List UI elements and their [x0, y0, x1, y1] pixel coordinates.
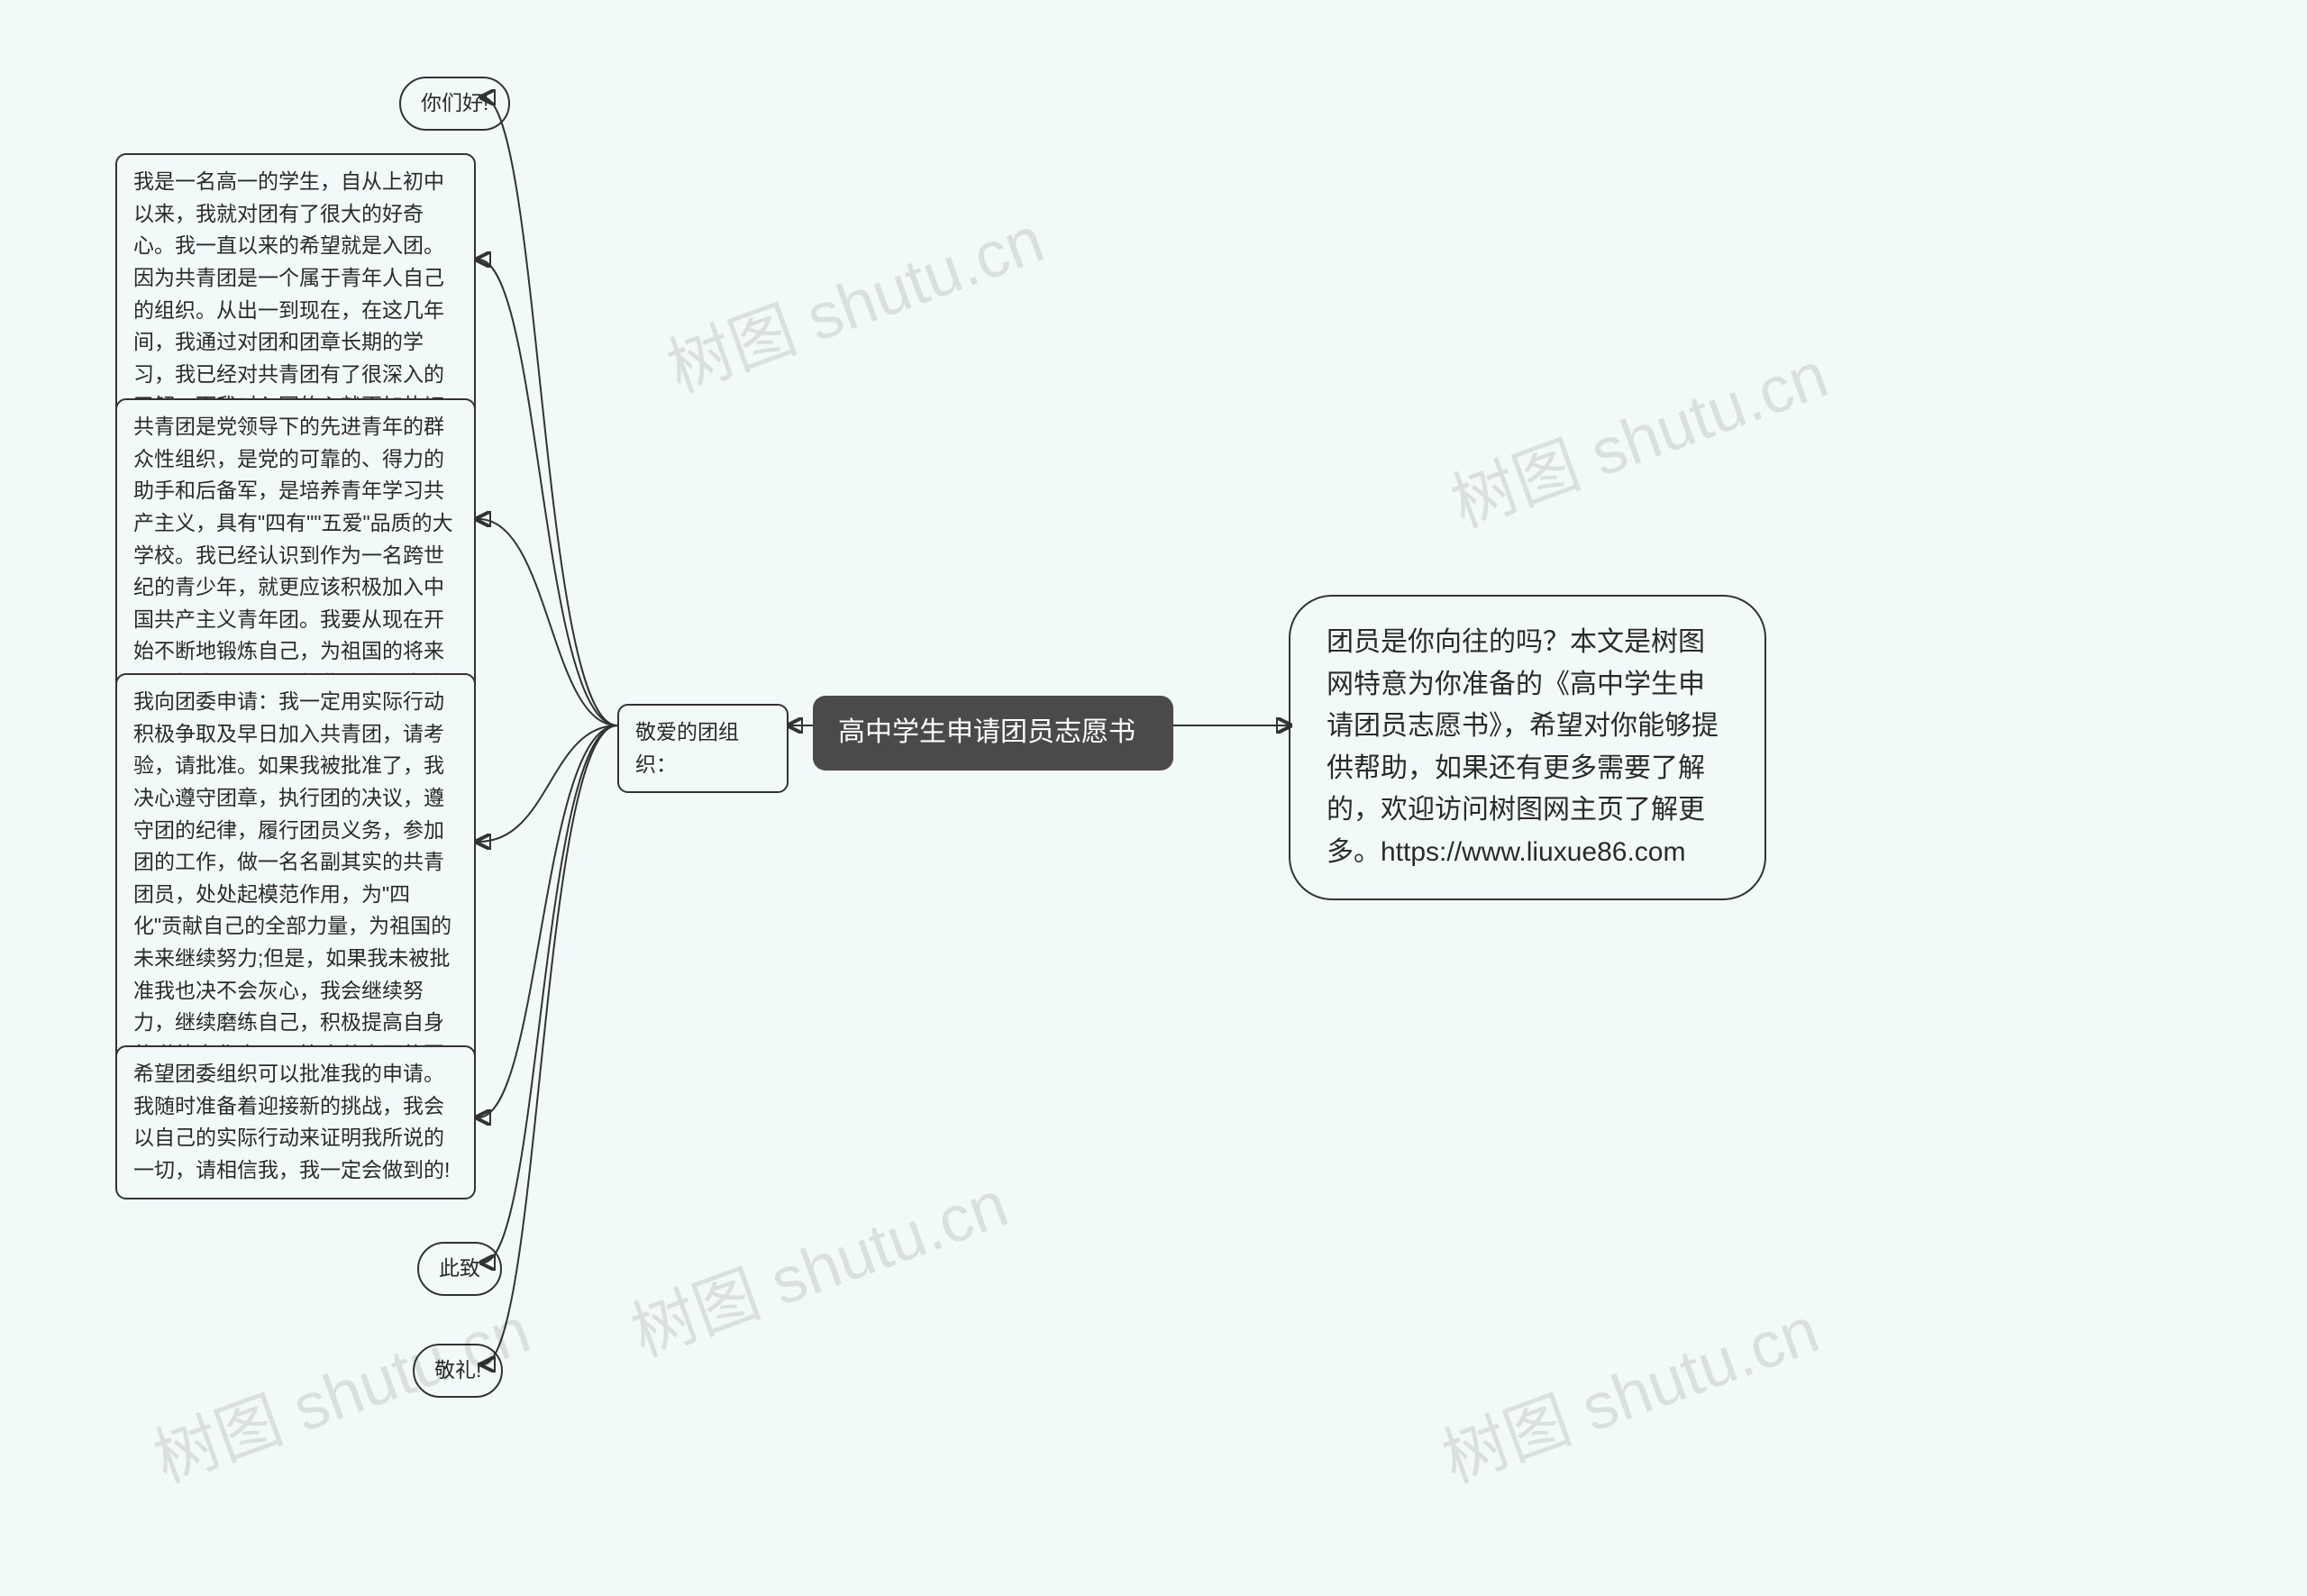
- left-child-text: 你们好!: [421, 91, 488, 114]
- mindmap-left-root-node: 敬爱的团组织：: [617, 704, 789, 793]
- watermark: 树图 shutu.cn: [652, 187, 1054, 410]
- mindmap-central-node: 高中学生申请团员志愿书: [813, 696, 1173, 771]
- watermark-text: 树图 shutu.cn: [623, 1168, 1017, 1370]
- left-child-text: 希望团委组织可以批准我的申请。我随时准备着迎接新的挑战，我会以自己的实际行动来证…: [133, 1062, 450, 1181]
- mindmap-left-child: 你们好!: [399, 77, 510, 131]
- watermark: 树图 shutu.cn: [1436, 322, 1838, 545]
- left-child-text: 此致: [439, 1256, 480, 1280]
- watermark-text: 树图 shutu.cn: [1443, 339, 1837, 541]
- mindmap-right-node: 团员是你向往的吗？本文是树图网特意为你准备的《高中学生申请团员志愿书》，希望对你…: [1289, 595, 1766, 900]
- mindmap-left-child: 希望团委组织可以批准我的申请。我随时准备着迎接新的挑战，我会以自己的实际行动来证…: [115, 1045, 476, 1199]
- mindmap-left-child: 此致: [417, 1242, 502, 1296]
- watermark-text: 树图 shutu.cn: [659, 204, 1053, 406]
- left-root-text: 敬爱的团组织：: [635, 720, 739, 776]
- watermark: 树图 shutu.cn: [616, 1151, 1018, 1374]
- left-child-text: 敬礼!: [434, 1358, 481, 1382]
- right-node-text: 团员是你向往的吗？本文是树图网特意为你准备的《高中学生申请团员志愿书》，希望对你…: [1327, 627, 1719, 867]
- central-node-text: 高中学生申请团员志愿书: [838, 717, 1135, 747]
- watermark-text: 树图 shutu.cn: [1434, 1294, 1828, 1496]
- mindmap-left-child: 敬礼!: [413, 1344, 503, 1398]
- watermark: 树图 shutu.cn: [1427, 1277, 1829, 1500]
